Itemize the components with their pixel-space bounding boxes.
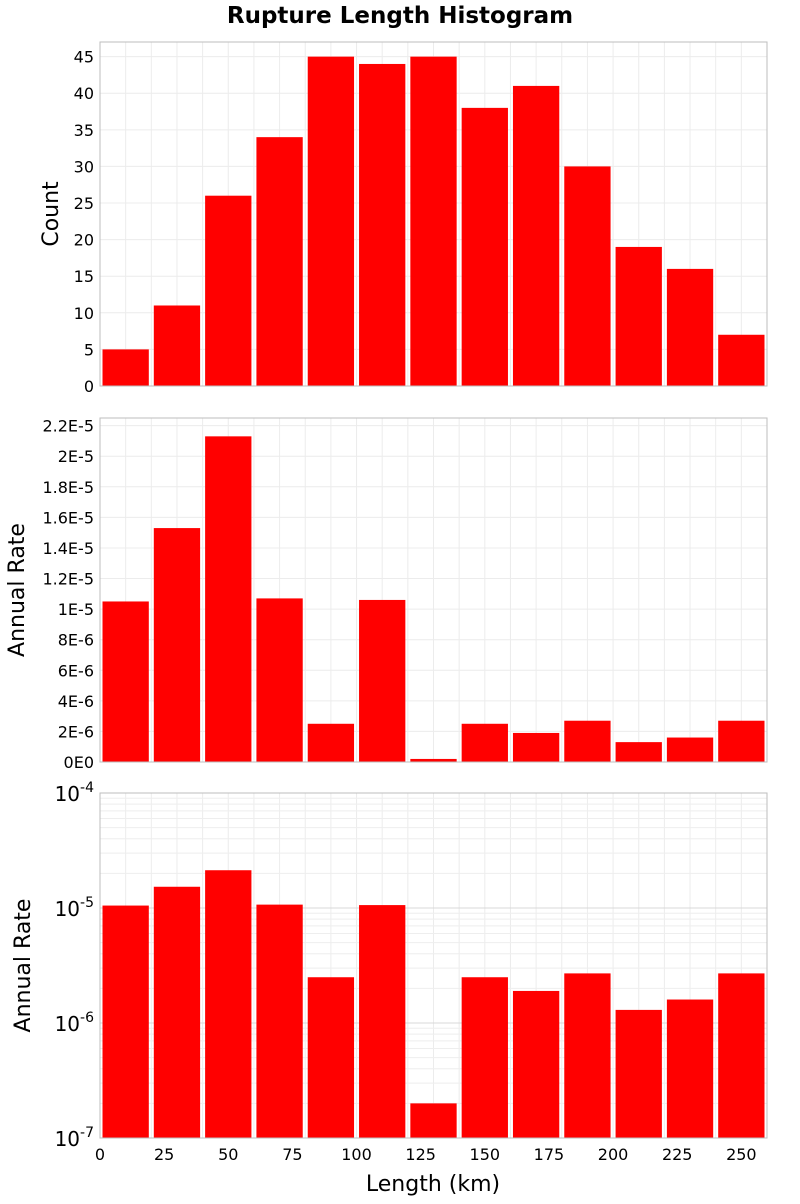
bar <box>564 166 611 386</box>
y-tick-label: 1E-5 <box>58 600 94 619</box>
y-tick-label: 0E0 <box>64 753 94 772</box>
panel-2: 0E0 2E-6 4E-6 6E-6 8E-6 1E-5 1.2E-5 1.4E-5 1.6E-… <box>5 417 768 772</box>
bar <box>153 528 201 762</box>
y-tick-label: 0 <box>84 377 94 396</box>
y-tick-label: 2E-5 <box>58 447 94 466</box>
panel-1: 0 5 10 15 20 25 30 35 40 45 Count <box>39 41 768 396</box>
x-tick-label: 175 <box>534 1145 565 1164</box>
bar <box>615 246 662 386</box>
x-tick-label: 250 <box>726 1145 757 1164</box>
x-tick-label: 0 <box>95 1145 105 1164</box>
y-tick-label: 25 <box>74 194 94 213</box>
bar <box>102 905 149 1138</box>
y-tick-label: 1.2E-5 <box>42 570 94 589</box>
bar <box>153 305 201 386</box>
x-tick-label: 150 <box>470 1145 501 1164</box>
bar <box>307 56 355 386</box>
y-tick-label: 10-5 <box>55 895 94 921</box>
y-tick-label: 5 <box>84 340 94 359</box>
x-tick-label: 25 <box>154 1145 174 1164</box>
bar <box>205 870 252 1138</box>
x-tick-label: 125 <box>405 1145 436 1164</box>
bar <box>666 268 714 386</box>
bar <box>615 742 662 762</box>
y-tick-label: 4E-6 <box>58 692 94 711</box>
y-tick-label: 40 <box>74 84 94 103</box>
bar <box>512 732 560 762</box>
plot-border <box>99 792 768 1139</box>
bar <box>205 436 252 762</box>
bar <box>666 737 714 762</box>
bar <box>102 601 149 762</box>
y-tick-label: 35 <box>74 121 94 140</box>
plot-border <box>99 417 768 763</box>
y-tick-label: 10-4 <box>55 780 95 806</box>
bar <box>410 56 457 386</box>
bar <box>205 195 252 386</box>
bar <box>256 598 303 762</box>
bar <box>256 904 303 1138</box>
bar <box>359 905 406 1138</box>
plot-border <box>99 41 768 387</box>
y-axis-label: Count <box>39 181 64 247</box>
y-tick-label: 10-6 <box>55 1010 95 1036</box>
bar <box>718 973 765 1138</box>
bar <box>410 1103 457 1138</box>
bar <box>359 63 406 386</box>
y-tick-label: 30 <box>74 157 94 176</box>
bar <box>718 334 765 386</box>
y-tick-label: 20 <box>74 231 94 250</box>
y-axis-label: Annual Rate <box>5 523 30 657</box>
bar <box>461 723 508 762</box>
bar <box>102 349 149 386</box>
panel-3: 10-7 10-6 10-5 10-4 Annual Rate <box>11 780 768 1151</box>
x-tick-label: 225 <box>662 1145 693 1164</box>
y-tick-label: 1.4E-5 <box>42 539 94 558</box>
y-tick-label: 1.6E-5 <box>42 508 94 527</box>
y-tick-label: 45 <box>74 48 94 67</box>
y-tick-label: 2.2E-5 <box>42 417 94 436</box>
x-tick-label: 200 <box>598 1145 629 1164</box>
x-axis-label: Length (km) <box>366 1172 500 1197</box>
y-tick-label: 2E-6 <box>58 722 94 741</box>
bar <box>512 990 560 1138</box>
y-tick-label: 1.8E-5 <box>42 478 94 497</box>
y-tick-label: 8E-6 <box>58 631 94 650</box>
bar <box>256 137 303 386</box>
bar <box>359 599 406 762</box>
y-tick-label: 15 <box>74 267 94 286</box>
bar <box>718 720 765 762</box>
bar <box>153 886 201 1138</box>
chart-title: Rupture Length Histogram <box>227 3 573 29</box>
bar <box>666 999 714 1138</box>
bar <box>461 107 508 386</box>
bar <box>564 720 611 762</box>
bar <box>461 977 508 1138</box>
x-tick-label: 100 <box>341 1145 372 1164</box>
bar <box>307 977 355 1138</box>
y-axis-label: Annual Rate <box>11 899 36 1033</box>
bar <box>615 1009 662 1138</box>
x-tick-label: 75 <box>282 1145 302 1164</box>
bar <box>564 973 611 1138</box>
y-tick-label: 10 <box>74 304 94 323</box>
bar <box>307 723 355 762</box>
bar <box>512 85 560 387</box>
x-tick-label: 50 <box>218 1145 238 1164</box>
y-tick-label: 6E-6 <box>58 661 94 680</box>
y-tick-label: 10-7 <box>55 1125 94 1151</box>
bar <box>410 758 457 762</box>
